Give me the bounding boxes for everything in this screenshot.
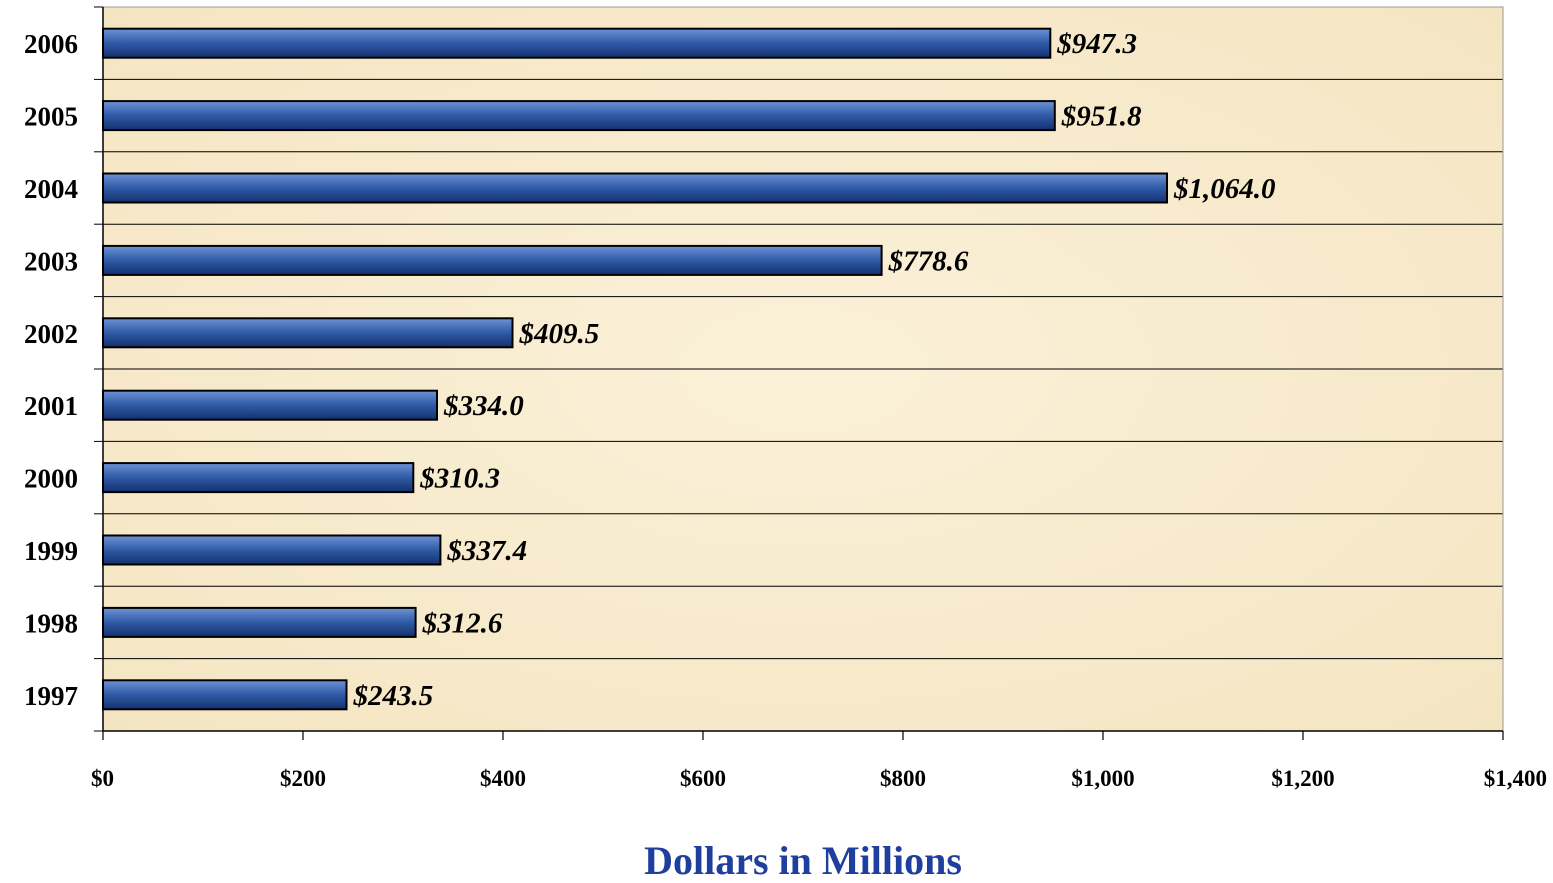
bar-2001 — [102, 389, 438, 421]
data-label-2003: $778.6 — [888, 245, 969, 277]
bar-2000 — [102, 462, 415, 494]
y-tick-label-2006: 2006 — [24, 29, 78, 59]
y-tick-label-1999: 1999 — [24, 536, 78, 566]
data-label-1997: $243.5 — [353, 680, 434, 712]
x-tick-label: $1,200 — [1271, 766, 1334, 791]
bar-2005 — [102, 100, 1056, 132]
y-tick-label-1998: 1998 — [24, 608, 78, 638]
data-label-2006: $947.3 — [1056, 28, 1137, 60]
bar-2003 — [102, 244, 883, 276]
bar-1997 — [102, 679, 348, 711]
x-tick-label: $600 — [680, 766, 726, 791]
data-label-2005: $951.8 — [1061, 101, 1142, 133]
x-tick-label: $400 — [480, 766, 526, 791]
data-label-1998: $312.6 — [422, 607, 503, 639]
x-tick-label: $200 — [280, 766, 326, 791]
bar-2002 — [102, 317, 514, 349]
x-tick-label: $1,400 — [1484, 766, 1547, 791]
data-label-2004: $1,064.0 — [1173, 173, 1276, 205]
gridlines — [103, 78, 1503, 660]
x-tick-label: $800 — [880, 766, 926, 791]
y-tick-label-2002: 2002 — [24, 319, 78, 349]
x-axis-title: Dollars in Millions — [644, 838, 962, 883]
bar-2004 — [102, 172, 1168, 204]
y-axis-tick-labels: 2006 2005 2004 2003 2002 2001 2000 1999 1998 1997 — [24, 29, 78, 711]
bar-1999 — [102, 534, 442, 566]
y-tick-label-2003: 2003 — [24, 246, 78, 276]
y-tick-label-2005: 2005 — [24, 102, 78, 132]
bar-1998 — [102, 606, 417, 638]
x-tick-label: $0 — [91, 766, 114, 791]
data-label-1999: $337.4 — [446, 535, 527, 567]
y-tick-label-2000: 2000 — [24, 464, 78, 494]
y-tick-label-1997: 1997 — [24, 681, 78, 711]
x-axis-tick-labels: $0 $200 $400 $600 $800 $1,000 $1,200 $1,400 — [91, 766, 1547, 791]
y-tick-label-2001: 2001 — [24, 391, 78, 421]
bars — [102, 27, 1168, 711]
data-label-2001: $334.0 — [443, 390, 524, 422]
data-labels: $947.3 $951.8 $1,064.0 $778.6 $409.5 $334.0 $3… — [353, 28, 1276, 712]
bar-2006 — [102, 27, 1052, 59]
x-tick-label: $1,000 — [1071, 766, 1134, 791]
data-label-2002: $409.5 — [519, 318, 600, 350]
y-tick-label-2004: 2004 — [24, 174, 78, 204]
data-label-2000: $310.3 — [419, 463, 500, 495]
